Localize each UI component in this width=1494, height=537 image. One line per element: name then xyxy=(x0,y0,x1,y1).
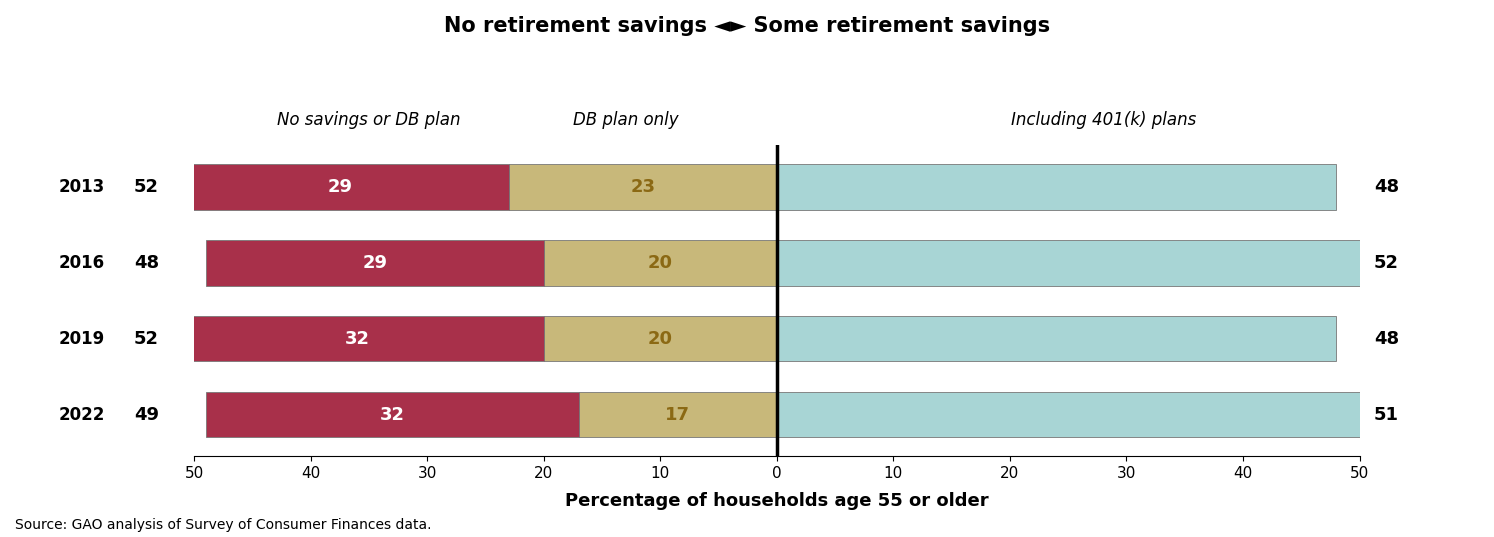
Text: 48: 48 xyxy=(1374,178,1398,196)
Text: 17: 17 xyxy=(665,405,690,424)
Text: No retirement savings ◄► Some retirement savings: No retirement savings ◄► Some retirement… xyxy=(444,16,1050,36)
Text: 20: 20 xyxy=(648,330,672,347)
Text: 52: 52 xyxy=(1374,254,1398,272)
Text: 29: 29 xyxy=(363,254,387,272)
Text: 2016: 2016 xyxy=(60,254,105,272)
Text: Source: GAO analysis of Survey of Consumer Finances data.: Source: GAO analysis of Survey of Consum… xyxy=(15,518,432,532)
Bar xyxy=(777,240,1383,286)
Text: No savings or DB plan: No savings or DB plan xyxy=(278,111,460,129)
Text: DB plan only: DB plan only xyxy=(572,111,678,129)
Text: 52: 52 xyxy=(134,178,158,196)
Text: 51: 51 xyxy=(1374,405,1398,424)
Text: 48: 48 xyxy=(1374,330,1398,347)
Text: 2019: 2019 xyxy=(60,330,105,347)
Bar xyxy=(777,164,1336,209)
Text: 20: 20 xyxy=(648,254,672,272)
Text: 2013: 2013 xyxy=(60,178,105,196)
Text: 32: 32 xyxy=(345,330,371,347)
Bar xyxy=(170,164,509,209)
Bar xyxy=(170,316,544,361)
Text: 32: 32 xyxy=(379,405,405,424)
Text: 23: 23 xyxy=(630,178,656,196)
Bar xyxy=(777,392,1371,438)
Bar xyxy=(578,392,777,438)
Text: 48: 48 xyxy=(134,254,158,272)
Text: Including 401(k) plans: Including 401(k) plans xyxy=(1010,111,1195,129)
Bar xyxy=(544,316,777,361)
Text: 52: 52 xyxy=(134,330,158,347)
Bar xyxy=(509,164,777,209)
Bar xyxy=(206,392,578,438)
Text: 2022: 2022 xyxy=(58,405,106,424)
Bar xyxy=(544,240,777,286)
Text: 49: 49 xyxy=(134,405,158,424)
Text: 29: 29 xyxy=(327,178,353,196)
Bar xyxy=(777,316,1336,361)
X-axis label: Percentage of households age 55 or older: Percentage of households age 55 or older xyxy=(565,492,989,510)
Bar xyxy=(206,240,544,286)
